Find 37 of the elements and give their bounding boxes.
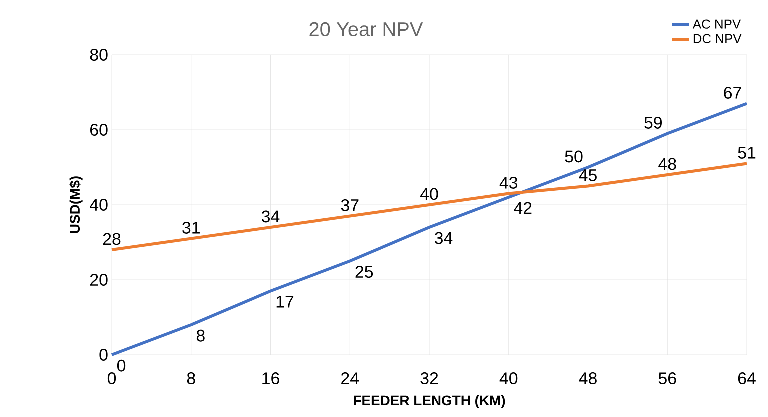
data-label: 67 [724, 86, 742, 99]
data-label: 43 [500, 176, 518, 189]
data-label: 0 [117, 360, 126, 372]
x-tick-label: 64 [738, 372, 756, 385]
x-axis-title: FEEDER LENGTH (KM) [354, 395, 506, 408]
x-tick-label: 48 [579, 372, 597, 385]
data-label: 31 [182, 222, 200, 234]
data-label: 25 [356, 266, 374, 278]
y-axis-title: USD(M$) [70, 176, 83, 234]
y-tick-label: 60 [90, 124, 108, 136]
legend-label: DC NPV [694, 34, 742, 44]
data-label: 8 [196, 330, 205, 342]
x-tick-label: 8 [187, 372, 196, 385]
x-tick-label: 16 [262, 372, 280, 385]
chart-title: 20 Year NPV [310, 22, 424, 36]
data-label: 40 [420, 188, 438, 200]
data-label: 37 [341, 199, 359, 212]
x-tick-label: 24 [342, 372, 360, 384]
y-tick-label: 0 [100, 349, 108, 361]
data-label: 34 [262, 210, 280, 223]
y-tick-label: 20 [90, 274, 108, 286]
x-tick-label: 56 [658, 372, 676, 385]
data-label: 50 [565, 150, 583, 163]
data-label: 42 [514, 202, 532, 214]
data-label: 28 [103, 233, 121, 246]
data-label: 48 [658, 158, 676, 170]
y-tick-label: 40 [90, 199, 108, 211]
x-tick-label: 32 [420, 372, 438, 385]
x-tick-label: 0 [108, 372, 116, 385]
data-label: 17 [276, 296, 294, 308]
x-tick-label: 40 [500, 372, 518, 385]
data-label: 51 [738, 147, 756, 159]
legend-label: AC NPV [692, 20, 742, 29]
data-label: 59 [644, 116, 662, 129]
data-label: 34 [434, 232, 453, 244]
data-label: 45 [579, 170, 597, 182]
y-tick-label: 80 [90, 49, 108, 61]
